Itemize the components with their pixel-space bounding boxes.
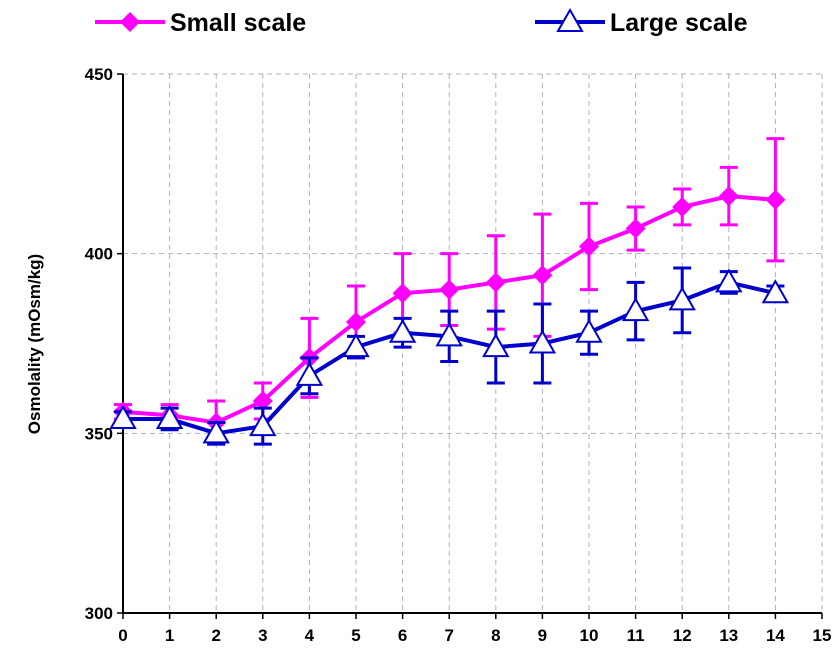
data-point — [485, 272, 506, 293]
legend-label-large-scale: Large scale — [610, 9, 748, 37]
y-tick-label: 300 — [85, 604, 113, 623]
y-tick-label: 400 — [85, 245, 113, 264]
data-point — [482, 333, 510, 358]
data-point — [528, 329, 557, 354]
data-point — [718, 186, 739, 207]
legend-marker-large-scale — [556, 7, 584, 32]
y-axis-label: Osmolality (mOsm/kg) — [25, 254, 44, 434]
data-point — [715, 268, 743, 293]
data-point — [346, 311, 366, 332]
data-point — [202, 419, 230, 444]
data-point — [388, 318, 417, 343]
axes — [117, 73, 823, 619]
data-point — [109, 404, 137, 429]
x-tick-label: 14 — [766, 626, 785, 645]
data-point — [392, 283, 413, 304]
x-tick-label: 11 — [627, 626, 645, 645]
x-tick-labels: 0 1 2 3 4 5 6 7 8 9 10 11 12 13 14 15 — [118, 626, 831, 645]
data-point — [579, 236, 599, 257]
x-tick-label: 4 — [305, 626, 315, 645]
x-tick-label: 5 — [351, 626, 360, 645]
legend-marker-small-scale — [120, 12, 140, 32]
legend-item-small-scale: Small scale — [95, 9, 306, 37]
data-point — [761, 279, 790, 304]
x-tick-label: 7 — [444, 626, 453, 645]
x-tick-label: 2 — [211, 626, 220, 645]
x-tick-label: 10 — [580, 626, 599, 645]
y-tick-label: 450 — [85, 65, 113, 84]
x-tick-label: 15 — [813, 626, 832, 645]
series-1 — [109, 266, 790, 446]
data-point — [668, 286, 696, 311]
data-point — [532, 265, 553, 286]
legend-item-large-scale: Large scale — [535, 7, 748, 37]
data-point — [295, 361, 324, 386]
y-tick-labels: 300 350 400 450 — [85, 65, 113, 623]
x-tick-label: 12 — [673, 626, 692, 645]
x-tick-label: 1 — [165, 626, 174, 645]
data-point — [672, 196, 693, 217]
x-tick-label: 6 — [398, 626, 407, 645]
data-point — [625, 218, 646, 239]
data-point — [621, 297, 650, 322]
legend-label-small-scale: Small scale — [170, 9, 306, 37]
data-point — [765, 189, 786, 210]
data-point — [252, 390, 273, 411]
data-point — [575, 318, 603, 343]
x-tick-label: 3 — [258, 626, 267, 645]
legend: Small scale Large scale — [95, 7, 748, 37]
x-tick-label: 13 — [719, 626, 738, 645]
plot-series — [109, 137, 790, 446]
x-tick-label: 0 — [118, 626, 127, 645]
data-point — [439, 279, 460, 300]
data-point — [155, 404, 184, 429]
x-tick-label: 8 — [491, 626, 500, 645]
x-tick-label: 9 — [538, 626, 547, 645]
data-point — [435, 322, 463, 347]
data-point — [249, 412, 277, 437]
data-point — [342, 333, 370, 358]
y-tick-label: 350 — [85, 424, 113, 443]
